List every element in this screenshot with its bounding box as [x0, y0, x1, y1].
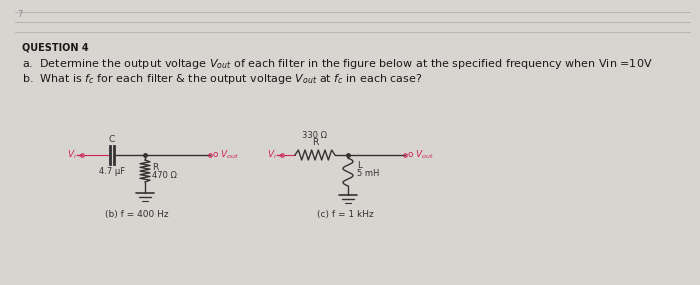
Text: R: R	[312, 138, 318, 147]
Text: 5 mH: 5 mH	[357, 170, 379, 178]
Text: (c) f = 1 kHz: (c) f = 1 kHz	[316, 210, 373, 219]
Text: $V_i$: $V_i$	[267, 149, 277, 161]
Text: o $V_{out}$: o $V_{out}$	[212, 149, 239, 161]
Text: b.  What is $f_c$ for each filter & the output voltage $V_{out}$ at $f_c$ in eac: b. What is $f_c$ for each filter & the o…	[22, 72, 423, 86]
Text: (b) f = 400 Hz: (b) f = 400 Hz	[105, 210, 169, 219]
Text: 470 Ω: 470 Ω	[152, 170, 177, 180]
Text: L: L	[357, 162, 362, 170]
Text: $V_i$: $V_i$	[67, 149, 77, 161]
Text: a.  Determine the output voltage $V_{out}$ of each filter in the figure below at: a. Determine the output voltage $V_{out}…	[22, 57, 652, 71]
Text: 7: 7	[17, 10, 22, 19]
Text: QUESTION 4: QUESTION 4	[22, 43, 89, 53]
Text: C: C	[109, 135, 115, 144]
Text: 330 Ω: 330 Ω	[302, 131, 328, 140]
Text: o $V_{out}$: o $V_{out}$	[407, 149, 434, 161]
Text: 4.7 μF: 4.7 μF	[99, 167, 125, 176]
Text: R: R	[152, 164, 158, 172]
